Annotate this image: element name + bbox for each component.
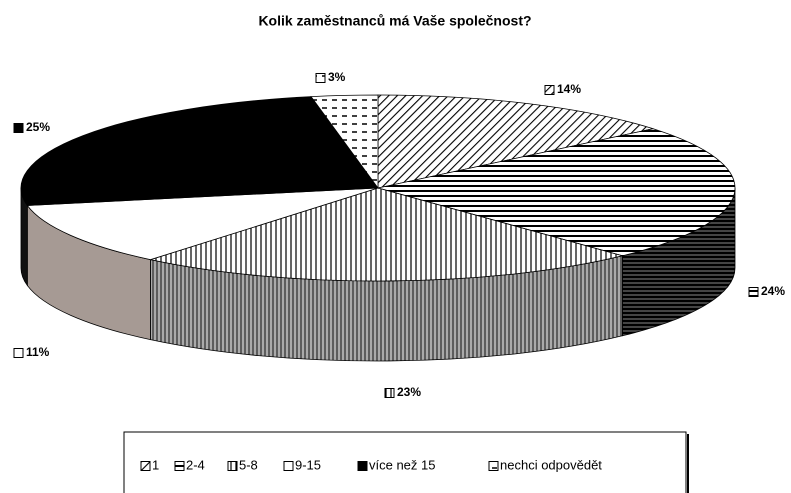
chart-title: Kolik zaměstnanců má Vaše společnost?: [258, 13, 531, 29]
legend-swatch: [174, 461, 185, 471]
label-swatch: [13, 123, 24, 133]
data-label: 25%: [26, 120, 50, 134]
legend-label: 2-4: [186, 457, 205, 472]
data-label: 14%: [557, 82, 581, 96]
label-swatch: [544, 85, 555, 95]
label-swatch: [384, 388, 395, 398]
data-label: 11%: [26, 345, 50, 359]
legend-label: 1: [152, 457, 159, 472]
legend-label: nechci odpovědět: [500, 457, 602, 472]
label-swatch: [748, 287, 759, 297]
legend-swatch: [357, 461, 368, 471]
data-label: 23%: [397, 385, 421, 399]
legend-label: 9-15: [295, 457, 321, 472]
data-label: 24%: [761, 284, 785, 298]
label-swatch: [13, 348, 24, 358]
slice: [377, 128, 736, 257]
data-label: 3%: [328, 70, 346, 84]
slice: [20, 96, 379, 206]
legend-swatch: [488, 461, 499, 471]
slice: [148, 187, 624, 282]
legend-swatch: [283, 461, 294, 471]
slice: [377, 94, 655, 189]
legend-box: [123, 431, 687, 493]
legend-label: 5-8: [239, 457, 258, 472]
legend-swatch: [227, 461, 238, 471]
legend-swatch: [140, 461, 151, 471]
slice: [26, 187, 379, 261]
label-swatch: [315, 73, 326, 83]
slice: [310, 94, 379, 190]
legend-label: více než 15: [369, 457, 436, 472]
